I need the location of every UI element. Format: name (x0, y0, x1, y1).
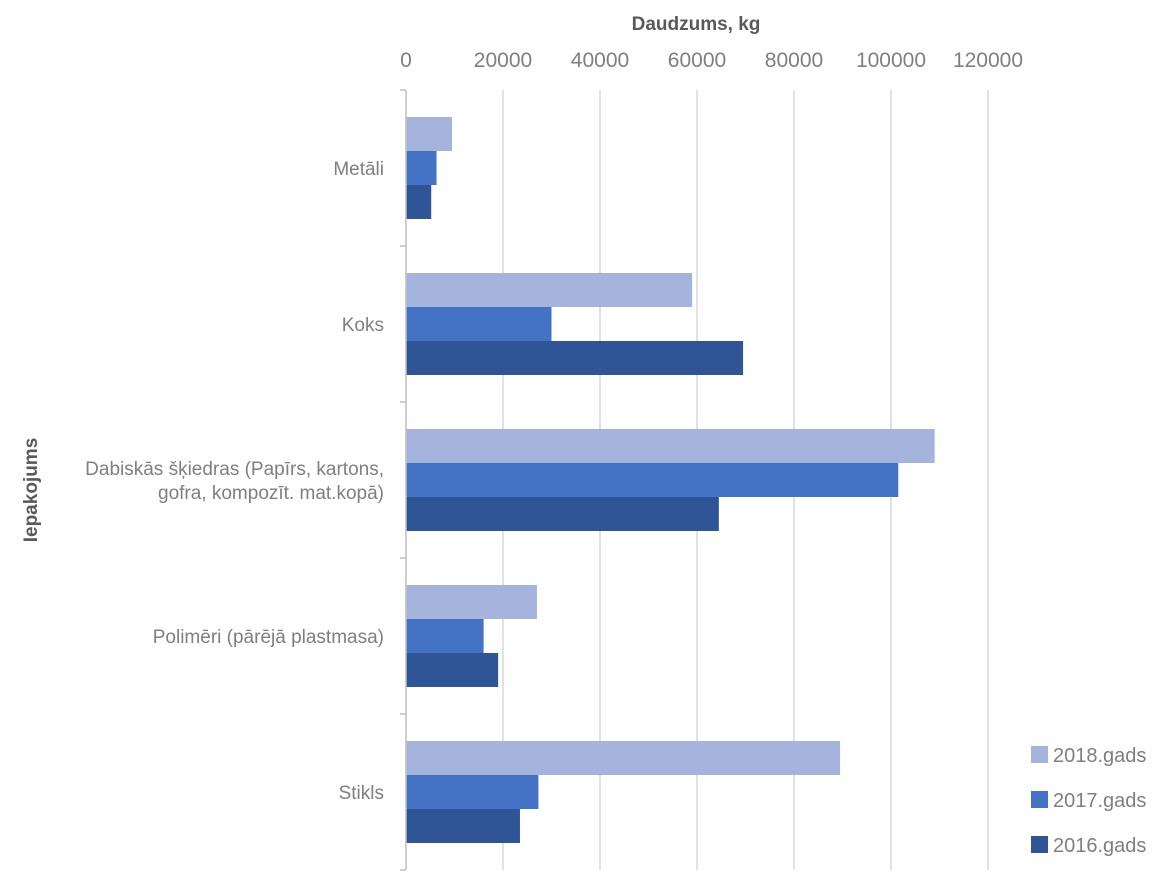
legend-label: 2016.gads (1053, 835, 1146, 857)
y-axis-title: Iepakojums (21, 438, 42, 543)
category-axis (400, 89, 407, 871)
category-label: Koks (342, 315, 384, 336)
bar-2018-gads (406, 273, 693, 307)
legend-label: 2018.gads (1053, 745, 1146, 767)
x-tick-label: 20000 (474, 49, 532, 72)
legend-label: 2017.gads (1053, 790, 1146, 812)
x-tick-label: 120000 (953, 49, 1023, 72)
bar-2018-gads (406, 741, 841, 775)
x-tick-label: 60000 (668, 49, 726, 72)
x-tick-label: 100000 (856, 49, 926, 72)
x-tick-labels: 0 20000 40000 60000 80000 100000 120000 (400, 49, 1023, 72)
bar-2016-gads (406, 185, 432, 219)
x-tick-label: 0 (400, 49, 412, 72)
bar-2017-gads (406, 463, 899, 497)
bar-2017-gads (406, 775, 539, 809)
bar-2018-gads (406, 585, 537, 619)
legend-swatch (1031, 836, 1048, 853)
category-labels: Metāli Koks Dabiskās šķiedras (Papīrs, kar… (85, 159, 384, 804)
legend: 2018.gads 2017.gads 2016.gads (1031, 745, 1146, 857)
legend-swatch (1031, 791, 1048, 808)
category-label: Polimēri (pārējā plastmasa) (153, 627, 384, 648)
x-axis-title: Daudzums, kg (632, 14, 761, 35)
bar-2016-gads (406, 809, 520, 843)
category-label: Stikls (339, 783, 384, 804)
bar-2016-gads (406, 497, 719, 531)
x-tick-label: 40000 (571, 49, 629, 72)
bars (406, 117, 935, 843)
bar-2018-gads (406, 117, 453, 151)
bar-2017-gads (406, 151, 437, 185)
bar-2018-gads (406, 429, 935, 463)
bar-2016-gads (406, 341, 744, 375)
bar-2017-gads (406, 619, 484, 653)
bar-2016-gads (406, 653, 499, 687)
legend-swatch (1031, 746, 1048, 763)
x-tick-label: 80000 (765, 49, 823, 72)
bar-2017-gads (406, 307, 552, 341)
category-label: Dabiskās šķiedras (Papīrs, kartons, gofra… (85, 459, 384, 504)
category-label: Metāli (333, 159, 384, 180)
